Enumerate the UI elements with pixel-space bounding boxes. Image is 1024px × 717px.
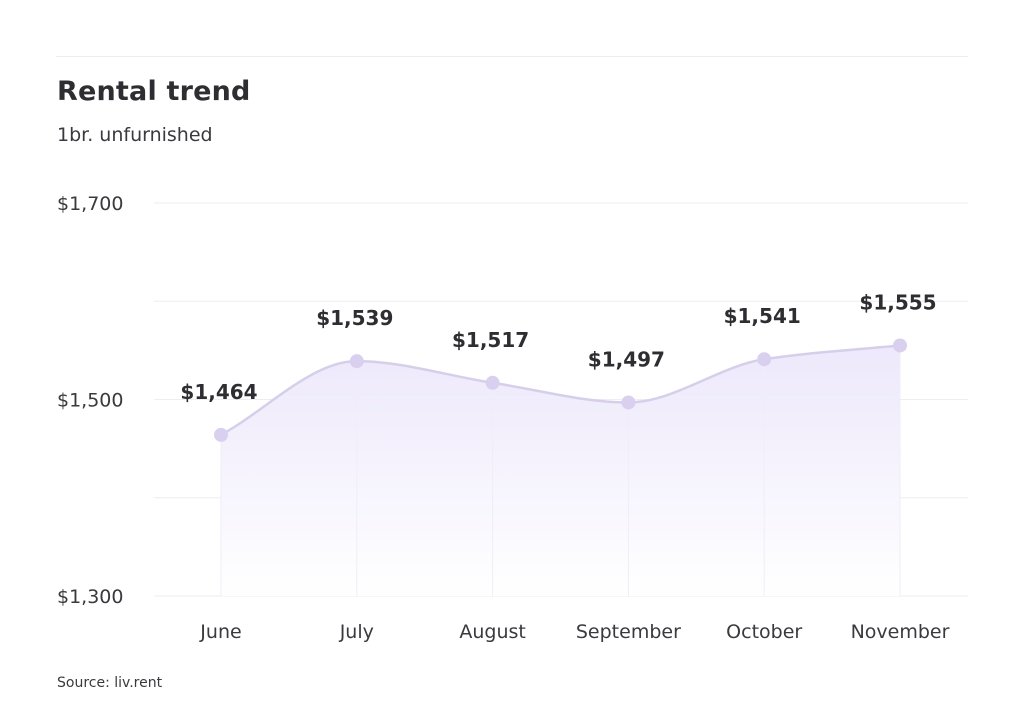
data-label-june: $1,464 [180,380,257,404]
data-point-september [621,395,636,410]
y-tick-label: $1,300 [57,586,123,608]
chart-subtitle: 1br. unfurnished [57,124,213,146]
x-tick-label-september: September [576,621,681,643]
x-tick-label-november: November [851,621,950,643]
y-tick-label: $1,500 [57,390,123,412]
top-divider [56,56,968,57]
data-point-june [214,427,228,442]
data-point-august [485,375,500,390]
data-label-july: $1,539 [316,306,393,330]
data-point-july [349,354,364,369]
x-axis-ticks: June July August September October November [199,621,949,643]
series-area [221,345,900,596]
data-labels: $1,464 $1,539 $1,517 $1,497 $1,541 $1,555 [180,290,936,403]
category-lines [220,345,901,596]
data-label-september: $1,497 [588,347,665,371]
x-tick-label-october: October [726,621,802,643]
data-point-october [757,352,772,367]
y-tick-label: $1,700 [57,193,123,215]
series-line [220,344,901,436]
data-label-october: $1,541 [724,304,801,328]
data-point-november [893,338,907,353]
data-label-november: $1,555 [859,290,936,314]
data-label-august: $1,517 [452,328,529,352]
x-tick-label-august: August [459,621,526,643]
x-tick-label-july: July [339,621,374,643]
chart-title: Rental trend [57,76,251,107]
x-tick-label-june: June [199,621,241,643]
y-axis-ticks: $1,300 $1,500 $1,700 [57,193,123,608]
area-layer [221,345,900,596]
line-layer [220,344,901,436]
source-note: Source: liv.rent [57,675,163,691]
points-layer [214,338,907,442]
